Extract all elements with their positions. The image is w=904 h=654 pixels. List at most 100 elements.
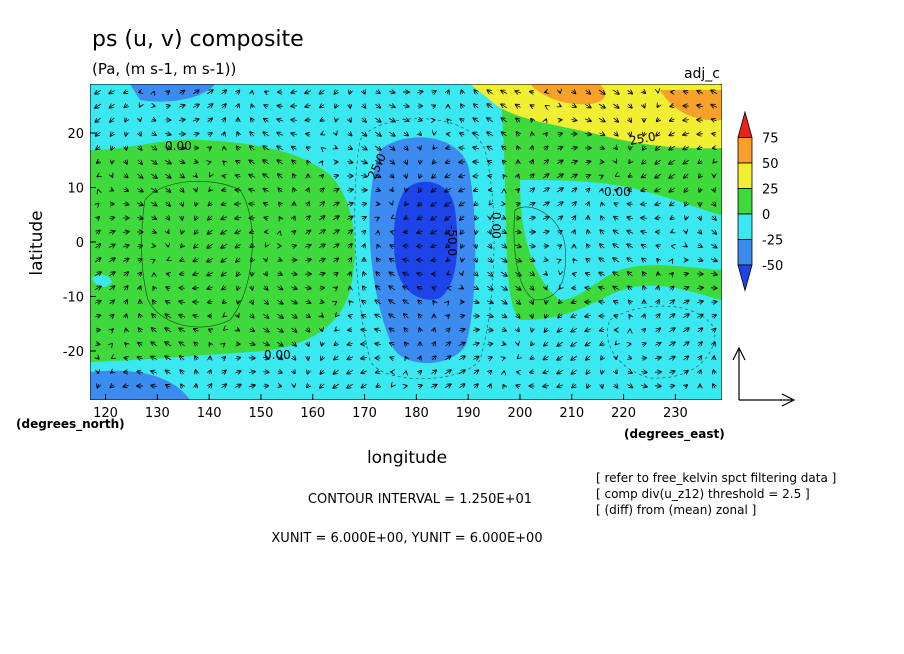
wind-vector-arrow (307, 202, 310, 206)
wind-vector-arrow (586, 259, 590, 262)
wind-vector-arrow (319, 216, 324, 221)
wind-vector-arrow (684, 91, 689, 93)
wind-vector-arrow (221, 243, 228, 248)
wind-vector-arrow (293, 231, 296, 233)
wind-vector-arrow (349, 118, 351, 122)
wind-vector-arrow (404, 328, 408, 332)
wind-vector-arrow (307, 384, 309, 387)
wind-vector-arrow (318, 259, 325, 262)
wind-vector-arrow (388, 132, 395, 136)
wind-vector-arrow (587, 384, 589, 388)
wind-vector-arrow (292, 245, 296, 246)
wind-vector-arrow (586, 356, 591, 360)
wind-vector-arrow (487, 147, 493, 150)
wind-vector-arrow (249, 175, 256, 178)
colorbar: 75 50 25 0 -25 -50 (737, 110, 783, 293)
wind-vector-arrow (503, 175, 504, 177)
wind-vector-arrow (530, 174, 534, 178)
wind-vector-arrow (375, 343, 381, 344)
wind-vector-arrow (221, 90, 227, 94)
wind-vector-arrow (221, 217, 228, 220)
wind-vector-arrow (390, 343, 395, 345)
wind-vector-arrow (544, 328, 547, 332)
region-negative-east (520, 180, 722, 300)
wind-vector-arrow (307, 161, 309, 164)
wind-vector-arrow (447, 301, 448, 302)
wind-vector-arrow (627, 231, 634, 234)
wind-vector-arrow (500, 258, 507, 262)
wind-vector-arrow (349, 301, 351, 303)
wind-vector-arrow (250, 314, 253, 317)
wind-vector-arrow (96, 132, 101, 136)
wind-vector-arrow (305, 245, 311, 247)
wind-vector-arrow (531, 300, 533, 304)
wind-vector-arrow (126, 329, 127, 332)
wind-vector-arrow (711, 230, 717, 234)
wind-vector-arrow (585, 288, 591, 289)
wind-vector-arrow (108, 244, 115, 247)
wind-vector-arrow (418, 385, 422, 387)
wind-vector-arrow (516, 314, 519, 318)
wind-vector-arrow (404, 314, 409, 318)
wind-vector-arrow (207, 272, 214, 275)
wind-vector-arrow (277, 146, 284, 150)
wind-vector-arrow (165, 342, 172, 347)
wind-vector-arrow (167, 231, 169, 234)
wind-vector-arrow (223, 161, 225, 163)
wind-vector-arrow (279, 386, 282, 387)
wind-vector-arrow (335, 287, 337, 289)
wind-vector-arrow (222, 190, 226, 191)
region-strong-negative-core (393, 181, 458, 300)
wind-vector-arrow (487, 104, 494, 109)
wind-vector-arrow (405, 342, 407, 345)
wind-vector-arrow (222, 286, 226, 289)
wind-vector-arrow (251, 258, 253, 261)
wind-vector-arrow (347, 370, 354, 373)
wind-vector-arrow (362, 118, 366, 122)
wind-vector-arrow (699, 230, 702, 233)
wind-vector-arrow (587, 244, 589, 248)
wind-vector-arrow (615, 147, 617, 150)
wind-vector-arrow (95, 103, 102, 108)
contour-label: 25.0 (628, 130, 657, 148)
wind-vector-arrow (572, 301, 577, 303)
wind-vector-arrow (572, 105, 576, 107)
wind-vector-arrow (683, 342, 689, 346)
wind-vector-arrow (306, 134, 310, 135)
wind-vector-arrow (139, 92, 141, 93)
wind-vector-arrow (279, 217, 280, 219)
wind-vector-arrow (123, 203, 128, 204)
wind-vector-arrow (433, 301, 435, 303)
wind-vector-arrow (657, 118, 660, 121)
wind-vector-arrow (166, 202, 170, 206)
wind-vector-arrow (445, 215, 452, 220)
wind-vector-arrow (684, 273, 688, 274)
wind-vector-arrow (488, 176, 492, 177)
wind-vector-arrow (223, 357, 226, 359)
wind-vector-arrow (335, 104, 337, 108)
wind-vector-arrow (234, 385, 241, 388)
wind-vector-arrow (459, 189, 466, 192)
wind-vector-arrow (447, 119, 448, 120)
wind-vector-arrow (459, 148, 465, 149)
wind-vector-arrow (669, 371, 674, 373)
wind-vector-arrow (558, 314, 562, 317)
wind-vector-arrow (406, 174, 407, 178)
wind-vector-arrow (403, 300, 409, 304)
wind-vector-arrow (543, 356, 549, 359)
wind-vector-arrow (362, 217, 366, 219)
wind-vector-arrow (557, 385, 563, 387)
wind-vector-arrow (503, 344, 506, 345)
wind-vector-arrow (192, 119, 199, 121)
wind-vector-arrow (320, 188, 324, 191)
wind-vector-arrow (336, 133, 337, 135)
wind-vector-arrow (360, 175, 367, 176)
wind-vector-arrow (277, 119, 284, 121)
wind-vector-arrow (542, 217, 549, 219)
wind-vector-arrow (543, 160, 548, 164)
wind-vector-arrow (305, 301, 310, 303)
wind-vector-arrow (136, 188, 143, 191)
wind-vector-arrow (333, 383, 340, 388)
wind-vector-arrow (641, 231, 647, 233)
